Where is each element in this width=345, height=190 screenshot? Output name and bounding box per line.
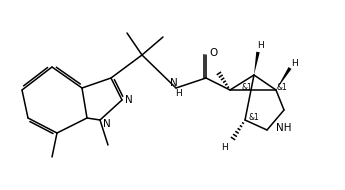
Text: H: H: [290, 59, 297, 67]
Text: NH: NH: [276, 123, 292, 133]
Text: N: N: [125, 95, 133, 105]
Polygon shape: [254, 52, 260, 75]
Text: N: N: [170, 78, 178, 88]
Text: N: N: [103, 119, 111, 129]
Text: O: O: [209, 48, 217, 58]
Text: &1: &1: [241, 82, 253, 92]
Text: &1: &1: [249, 113, 259, 123]
Text: H: H: [175, 89, 181, 97]
Text: H: H: [221, 143, 228, 153]
Text: &1: &1: [277, 82, 287, 92]
Polygon shape: [276, 67, 292, 90]
Text: H: H: [257, 41, 263, 51]
